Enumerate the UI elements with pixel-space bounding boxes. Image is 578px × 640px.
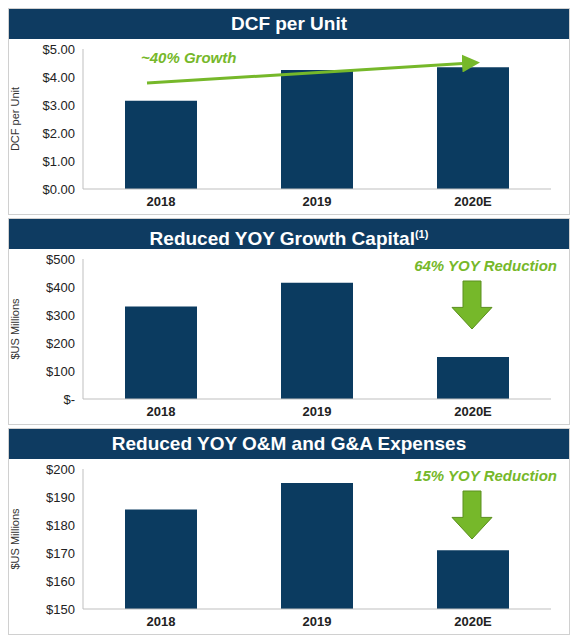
svg-text:$160: $160 <box>46 574 75 589</box>
svg-text:$-: $- <box>63 392 75 407</box>
svg-text:$5.00: $5.00 <box>42 42 75 57</box>
svg-text:$2.00: $2.00 <box>42 126 75 141</box>
svg-text:2020E: 2020E <box>454 194 492 209</box>
svg-text:2018: 2018 <box>147 614 176 629</box>
html-text:15% YOY Reduction: 15% YOY Reduction <box>414 467 557 484</box>
svg-text:$150: $150 <box>46 602 75 617</box>
svg-text:$300: $300 <box>46 308 75 323</box>
svg-text:$100: $100 <box>46 364 75 379</box>
svg-text:$180: $180 <box>46 518 75 533</box>
html-text:Reduced YOY O&M and G&A Expens: Reduced YOY O&M and G&A Expenses <box>111 433 467 454</box>
svg-text:2018: 2018 <box>147 404 176 419</box>
html-text:DCF per Unit: DCF per Unit <box>230 13 347 34</box>
html-text:~40% Growth: ~40% Growth <box>141 49 237 66</box>
svg-text:2020E: 2020E <box>454 614 492 629</box>
svg-text:DCF per Unit: DCF per Unit <box>9 87 21 151</box>
svg-text:2019: 2019 <box>303 404 332 419</box>
html-text:64% YOY Reduction: 64% YOY Reduction <box>414 257 557 274</box>
svg-text:$400: $400 <box>46 280 75 295</box>
svg-text:2019: 2019 <box>303 194 332 209</box>
svg-text:$200: $200 <box>46 462 75 477</box>
svg-text:2020E: 2020E <box>454 404 492 419</box>
svg-text:$500: $500 <box>46 252 75 267</box>
html-text:Reduced YOY Growth Capital(1): Reduced YOY Growth Capital(1) <box>149 228 429 250</box>
svg-text:$170: $170 <box>46 546 75 561</box>
svg-text:$US Millions: $US Millions <box>9 508 21 570</box>
svg-text:$3.00: $3.00 <box>42 98 75 113</box>
svg-text:$4.00: $4.00 <box>42 70 75 85</box>
svg-text:$190: $190 <box>46 490 75 505</box>
svg-text:$US Millions: $US Millions <box>9 298 21 360</box>
svg-text:2019: 2019 <box>303 614 332 629</box>
svg-text:2018: 2018 <box>147 194 176 209</box>
svg-text:$1.00: $1.00 <box>42 154 75 169</box>
svg-text:$200: $200 <box>46 336 75 351</box>
svg-text:$0.00: $0.00 <box>42 182 75 197</box>
